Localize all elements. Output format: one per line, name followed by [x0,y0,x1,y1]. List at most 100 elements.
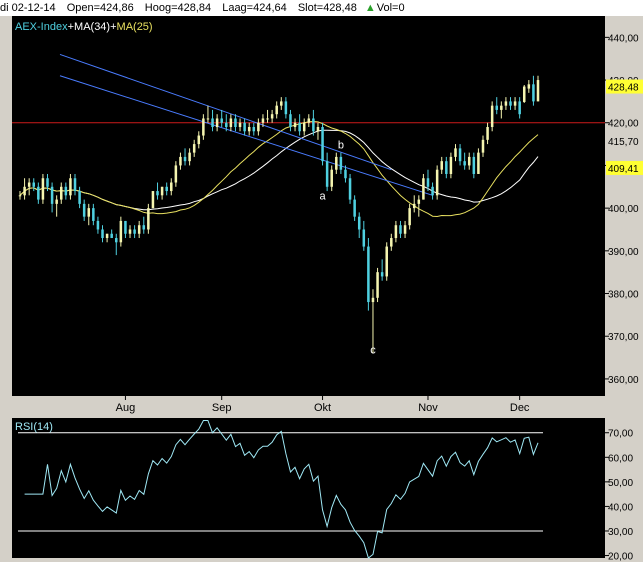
candle [115,238,118,243]
candle [422,178,425,200]
y-tick-label: 420,00 [608,119,639,130]
candle [376,272,379,298]
price-tag [606,160,643,175]
candle [197,135,201,145]
candle [225,122,228,128]
price-tag [606,79,643,94]
candle [202,118,205,136]
y-tick-label: 370,00 [608,332,639,343]
candle [69,178,72,196]
rsi-legend: RSI(14) [15,421,53,433]
candle [390,238,393,247]
legend-entry: MA(25) [117,21,153,33]
candle [247,127,251,132]
candle [73,178,77,192]
candle [101,229,104,239]
candle [431,186,434,196]
channel-line [59,53,392,171]
candle [412,203,416,209]
x-tick-label: Nov [418,402,438,414]
rsi-y-tick-label: 40,00 [608,502,633,513]
candle [367,246,370,303]
candle [463,161,466,166]
candle [371,297,375,303]
rsi-y-tick-label: 20,00 [608,552,633,562]
candle [449,156,453,174]
candle [495,105,499,110]
channel-line [59,75,433,196]
candle [440,161,443,170]
candle [486,127,489,140]
candle [46,178,49,187]
candle [403,225,407,234]
rsi-chart[interactable]: 70,00 60,00 50,00 40,00 30,00 20,00 RSI(14) [0,418,643,562]
candle [59,186,63,200]
candle [454,148,457,157]
candle [174,165,178,183]
candle [307,118,311,123]
candle [243,122,246,132]
candle [37,186,40,200]
candle [335,156,338,170]
candle [105,233,109,239]
candle [183,156,187,162]
low-value: Laag=424,64 [222,2,287,14]
y-tick-label: 440,00 [608,33,639,44]
candle [348,178,352,200]
candle [458,148,462,162]
candle [330,169,333,187]
price-tag-label: 415,70 [608,137,639,148]
volume-value: Vol=0 [376,2,405,14]
candle [490,105,494,128]
candle [467,156,471,166]
price-tag-label: 409,41 [608,164,639,175]
legend-entry: + [110,21,116,33]
candle [257,122,260,132]
candle [128,229,132,234]
candle [536,80,540,102]
candle [417,199,421,204]
plot-area [12,16,605,396]
candle [445,161,448,174]
candle [509,101,512,106]
candle [119,220,123,243]
y-tick-label: 390,00 [608,247,639,258]
candle [142,225,146,230]
candle [215,118,219,128]
price-chart[interactable]: 440,00430,00420,00410,00400,00390,00380,… [0,16,643,414]
candle [357,216,361,230]
candle [156,191,159,196]
legend-entry: MA(34) [74,21,110,33]
candle [394,225,398,239]
candle [344,169,347,179]
ma25-line [19,120,539,218]
candle [64,186,68,196]
date-label: di 02-12-14 [0,2,56,14]
legend-entry: + [68,21,74,33]
x-tick-label: Dec [510,402,530,414]
annotation-label: a [319,191,326,203]
candle [532,84,535,102]
candle [316,127,320,132]
candle [110,233,113,239]
quote-header: di 02-12-14 Open=424,86 Hoog=428,84 Laag… [0,0,643,16]
candle [124,220,127,234]
candle [188,152,191,162]
candle [302,122,306,132]
candle [339,156,343,170]
rsi-y-tick-label: 70,00 [608,429,633,440]
candle [426,178,430,187]
candle [18,195,22,197]
candle [513,101,517,106]
candle [147,208,150,230]
candle [518,101,521,115]
candle [362,229,366,247]
candle [435,169,439,196]
high-value: Hoog=428,84 [144,2,212,14]
y-tick-label: 400,00 [608,204,639,215]
candle [275,105,278,115]
candle [380,272,384,277]
y-tick-label: 380,00 [608,290,639,301]
candle [399,225,402,234]
candle [261,118,265,123]
